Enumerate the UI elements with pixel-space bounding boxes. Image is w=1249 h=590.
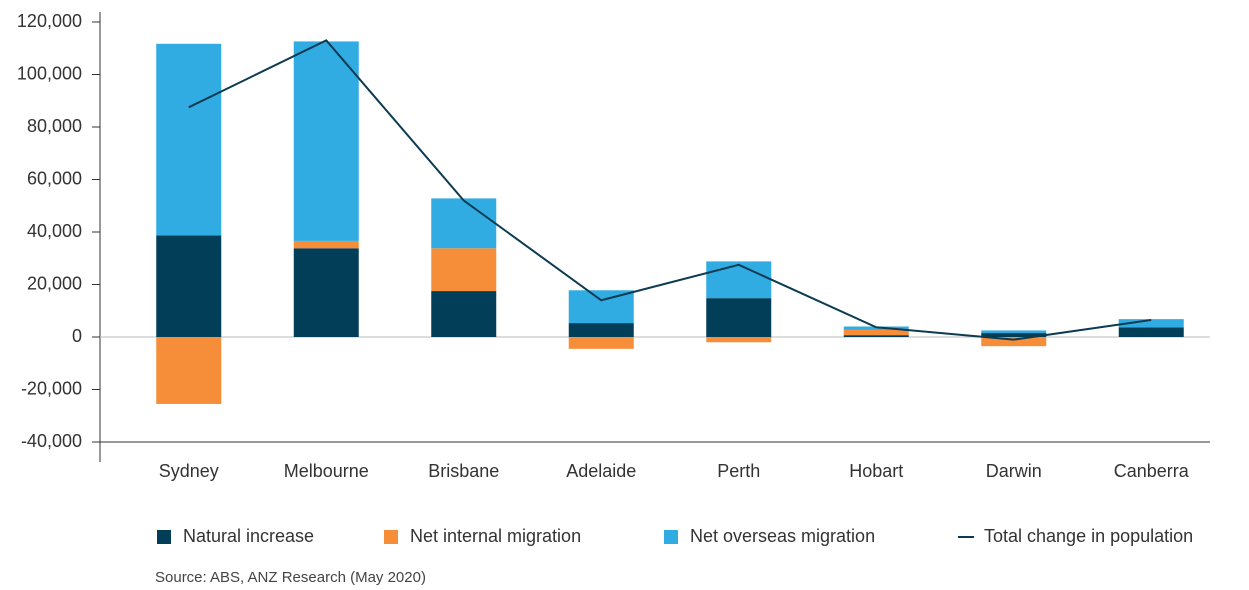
- bar: [1118, 319, 1184, 328]
- y-tick-label: -40,000: [21, 431, 82, 451]
- line: [188, 39, 1152, 341]
- bar: [568, 337, 634, 349]
- bar: [293, 240, 359, 249]
- bar: [706, 261, 772, 299]
- bar: [293, 41, 359, 241]
- bar: [431, 248, 497, 292]
- bar: [981, 337, 1047, 347]
- bar: [1118, 327, 1184, 337]
- bar: [568, 323, 634, 337]
- x-tick-label: Canberra: [1114, 461, 1190, 481]
- x-tick-label: Brisbane: [428, 461, 499, 481]
- legend-swatch: [664, 530, 678, 544]
- bar: [706, 298, 772, 337]
- legend-label: Net internal migration: [410, 526, 581, 546]
- x-tick-label: Sydney: [159, 461, 219, 481]
- bar: [156, 235, 222, 337]
- bar: [431, 291, 497, 337]
- bar: [293, 248, 359, 337]
- y-tick-label: 100,000: [17, 63, 82, 83]
- x-tick-label: Darwin: [986, 461, 1042, 481]
- legend-label: Net overseas migration: [690, 526, 875, 546]
- x-tick-label: Melbourne: [284, 461, 369, 481]
- y-tick-label: 80,000: [27, 116, 82, 136]
- bar: [843, 335, 909, 337]
- y-tick-label: 60,000: [27, 168, 82, 188]
- y-tick-label: -20,000: [21, 378, 82, 398]
- y-tick-label: 20,000: [27, 273, 82, 293]
- bar: [843, 329, 909, 336]
- legend-swatch: [384, 530, 398, 544]
- bar: [706, 337, 772, 343]
- x-tick-label: Perth: [717, 461, 760, 481]
- bar: [568, 290, 634, 324]
- source-note: Source: ABS, ANZ Research (May 2020): [155, 569, 426, 586]
- legend-label: Natural increase: [183, 526, 314, 546]
- bar: [431, 198, 497, 249]
- bar: [981, 333, 1047, 337]
- bar: [156, 43, 222, 236]
- y-tick-label: 0: [72, 326, 82, 346]
- legend-label: Total change in population: [984, 526, 1193, 546]
- y-tick-label: 120,000: [17, 11, 82, 31]
- y-tick-label: 40,000: [27, 221, 82, 241]
- x-tick-label: Hobart: [849, 461, 903, 481]
- legend-swatch: [157, 530, 171, 544]
- x-tick-label: Adelaide: [566, 461, 636, 481]
- bar: [981, 330, 1047, 334]
- bar: [156, 337, 222, 404]
